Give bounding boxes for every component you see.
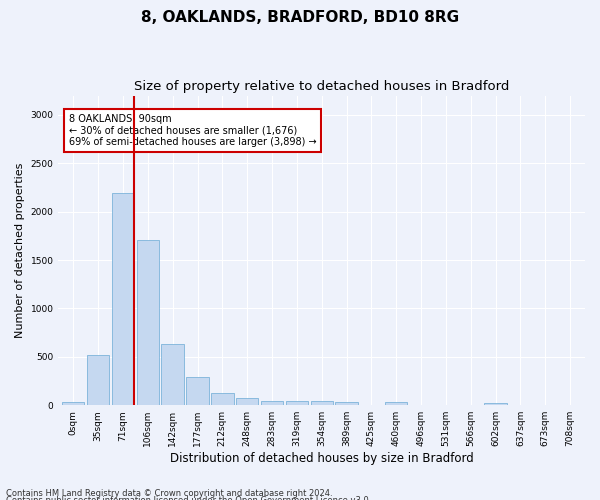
Bar [286, 401, 308, 405]
Bar [112, 194, 134, 405]
Y-axis label: Number of detached properties: Number of detached properties [15, 162, 25, 338]
Text: Contains HM Land Registry data © Crown copyright and database right 2024.: Contains HM Land Registry data © Crown c… [6, 488, 332, 498]
Bar [385, 402, 407, 405]
Text: Contains public sector information licensed under the Open Government Licence v3: Contains public sector information licen… [6, 496, 371, 500]
Text: 8, OAKLANDS, BRADFORD, BD10 8RG: 8, OAKLANDS, BRADFORD, BD10 8RG [141, 10, 459, 25]
Bar [236, 398, 259, 405]
Bar [137, 240, 159, 405]
Bar [211, 393, 233, 405]
Bar [335, 402, 358, 405]
Bar [311, 402, 333, 405]
Bar [62, 402, 85, 405]
Bar [187, 377, 209, 405]
X-axis label: Distribution of detached houses by size in Bradford: Distribution of detached houses by size … [170, 452, 473, 465]
Bar [87, 355, 109, 405]
Bar [261, 401, 283, 405]
Title: Size of property relative to detached houses in Bradford: Size of property relative to detached ho… [134, 80, 509, 93]
Text: 8 OAKLANDS: 90sqm
← 30% of detached houses are smaller (1,676)
69% of semi-detac: 8 OAKLANDS: 90sqm ← 30% of detached hous… [69, 114, 317, 148]
Bar [484, 403, 507, 405]
Bar [161, 344, 184, 405]
